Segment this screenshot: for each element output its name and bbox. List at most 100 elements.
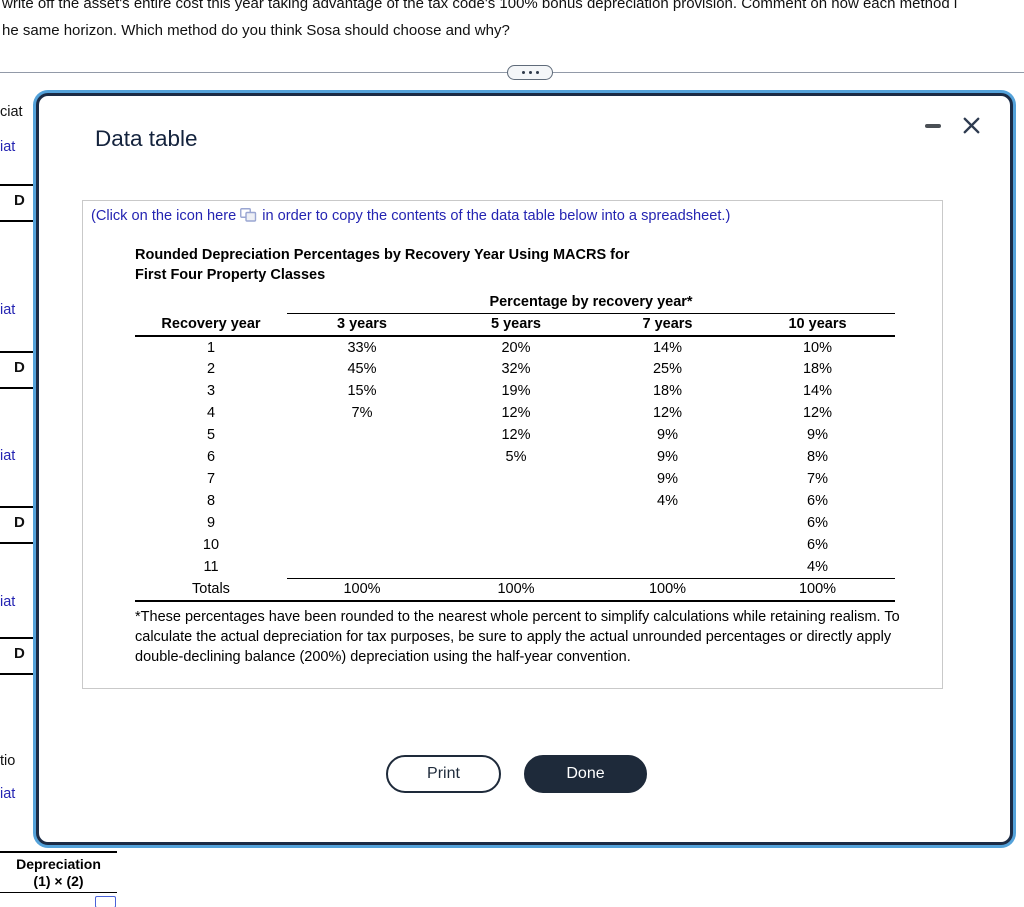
value-cell: 9% xyxy=(657,449,678,465)
value-cell xyxy=(287,512,437,534)
value-cell xyxy=(437,534,595,556)
column-header: 5 years xyxy=(437,313,595,337)
value-cell: 12% xyxy=(652,405,683,421)
totals-row: Totals 100% 100% 100% 100% xyxy=(135,577,896,602)
column-header: 7 years xyxy=(595,313,740,337)
table-rule xyxy=(0,851,117,853)
copy-icon[interactable] xyxy=(240,208,257,226)
divider-expand-button[interactable] xyxy=(507,65,553,80)
table-footnote: *These percentages have been rounded to … xyxy=(135,609,900,665)
value-cell: 4% xyxy=(807,558,828,575)
row-label-cell: 3 xyxy=(206,383,216,399)
left-edge-fragment: iat xyxy=(0,786,16,802)
value-cell: 12% xyxy=(501,427,531,443)
left-edge-fragment: ciat xyxy=(0,104,23,120)
value-cell: 12% xyxy=(802,405,833,421)
left-edge-fragment: tio xyxy=(0,753,16,769)
table-title-line1: Rounded Depreciation Percentages by Reco… xyxy=(135,247,630,263)
value-cell: 9% xyxy=(657,427,678,443)
value-cell: 14% xyxy=(652,339,683,356)
value-cell: 25% xyxy=(652,361,683,377)
value-cell: 7% xyxy=(807,471,828,487)
table-rule xyxy=(0,891,117,893)
left-edge-fragment: iat xyxy=(0,302,16,318)
row-label-cell: 6 xyxy=(206,449,216,465)
value-cell: 18% xyxy=(652,383,683,399)
row-label-cell: 11 xyxy=(203,559,219,575)
left-edge-rule xyxy=(0,673,37,675)
header-row: Recovery year 3 years 5 years 7 years 10 yea… xyxy=(135,313,896,337)
value-cell: 20% xyxy=(501,339,531,356)
value-cell xyxy=(287,446,437,468)
value-cell: 6% xyxy=(807,515,828,531)
totals-value: 100% xyxy=(740,577,896,602)
value-cell xyxy=(595,534,740,556)
print-button[interactable]: Print xyxy=(386,755,501,793)
column-header: Recovery year xyxy=(135,313,287,337)
value-cell: 9% xyxy=(807,427,828,443)
value-cell: 19% xyxy=(501,383,531,399)
table-title-line2: First Four Property Classes xyxy=(135,267,326,283)
value-cell: 8% xyxy=(807,449,828,465)
table-row: 1 33% 20% 14% 10% xyxy=(135,336,895,358)
value-cell: 14% xyxy=(802,383,833,399)
value-cell xyxy=(437,512,595,534)
value-cell: 15% xyxy=(347,383,377,399)
totals-label: Totals xyxy=(135,578,287,602)
left-edge-fragment: D xyxy=(14,192,25,209)
macrs-table-block: Rounded Depreciation Percentages by Reco… xyxy=(135,245,913,667)
bottom-table-header: Depreciation (1) × (2) xyxy=(0,851,117,893)
left-edge-fragment: iat xyxy=(0,139,16,155)
left-edge-rule xyxy=(0,542,37,544)
table-row: 11 4% xyxy=(135,556,895,578)
column-header: 3 years xyxy=(287,313,437,337)
totals-value: 100% xyxy=(595,577,740,602)
row-label-cell: 8 xyxy=(206,493,216,509)
answer-input-box[interactable] xyxy=(95,896,116,907)
spanner-row: Percentage by recovery year* xyxy=(135,292,896,314)
done-button[interactable]: Done xyxy=(524,755,647,793)
data-table-modal: Data table (Click on the icon here in or… xyxy=(36,93,1013,845)
value-cell: 9% xyxy=(657,471,678,487)
value-cell xyxy=(287,424,437,446)
modal-actions: Print Done xyxy=(386,755,647,793)
table-row: 2 45% 32% 25% 18% xyxy=(135,358,895,380)
value-cell: 10% xyxy=(802,339,833,356)
question-text-line2: he same horizon. Which method do you thi… xyxy=(2,22,510,39)
value-cell: 33% xyxy=(347,339,377,356)
row-label-cell: 4 xyxy=(206,405,216,421)
table-row: 6 5% 9% 8% xyxy=(135,446,895,468)
modal-title: Data table xyxy=(95,126,198,151)
ellipsis-icon xyxy=(521,71,525,74)
depreciation-column-label: Depreciation xyxy=(16,855,101,872)
row-label-cell: 7 xyxy=(206,471,216,487)
left-edge-fragment: D xyxy=(14,514,25,531)
value-cell xyxy=(595,512,740,534)
minimize-button[interactable] xyxy=(925,123,941,128)
left-edge-rule xyxy=(0,351,37,353)
table-row: 3 15% 19% 18% 14% xyxy=(135,380,895,402)
copy-instruction-suffix: in order to copy the contents of the dat… xyxy=(262,208,731,224)
row-label-cell: 5 xyxy=(206,427,216,443)
row-label-cell: 10 xyxy=(202,537,220,553)
value-cell: 12% xyxy=(501,405,531,421)
value-cell xyxy=(437,556,595,578)
close-button[interactable] xyxy=(960,114,983,137)
left-edge-rule xyxy=(0,220,37,222)
left-edge-fragment: iat xyxy=(0,594,16,610)
value-cell xyxy=(287,490,437,512)
value-cell: 6% xyxy=(807,493,828,509)
depreciation-formula-label: (1) × (2) xyxy=(33,872,84,889)
row-label-cell: 1 xyxy=(206,339,216,356)
table-panel: (Click on the icon here in order to copy… xyxy=(82,200,943,689)
left-edge-fragment: D xyxy=(14,359,25,376)
value-cell xyxy=(287,468,437,490)
row-label-cell: 9 xyxy=(206,515,216,531)
macrs-depreciation-table: Percentage by recovery year* Recovery ye… xyxy=(135,292,896,602)
window-controls xyxy=(925,114,983,137)
left-edge-rule xyxy=(0,387,37,389)
row-label-cell: 2 xyxy=(206,361,216,377)
value-cell xyxy=(437,468,595,490)
table-row: 4 7% 12% 12% 12% xyxy=(135,402,895,424)
